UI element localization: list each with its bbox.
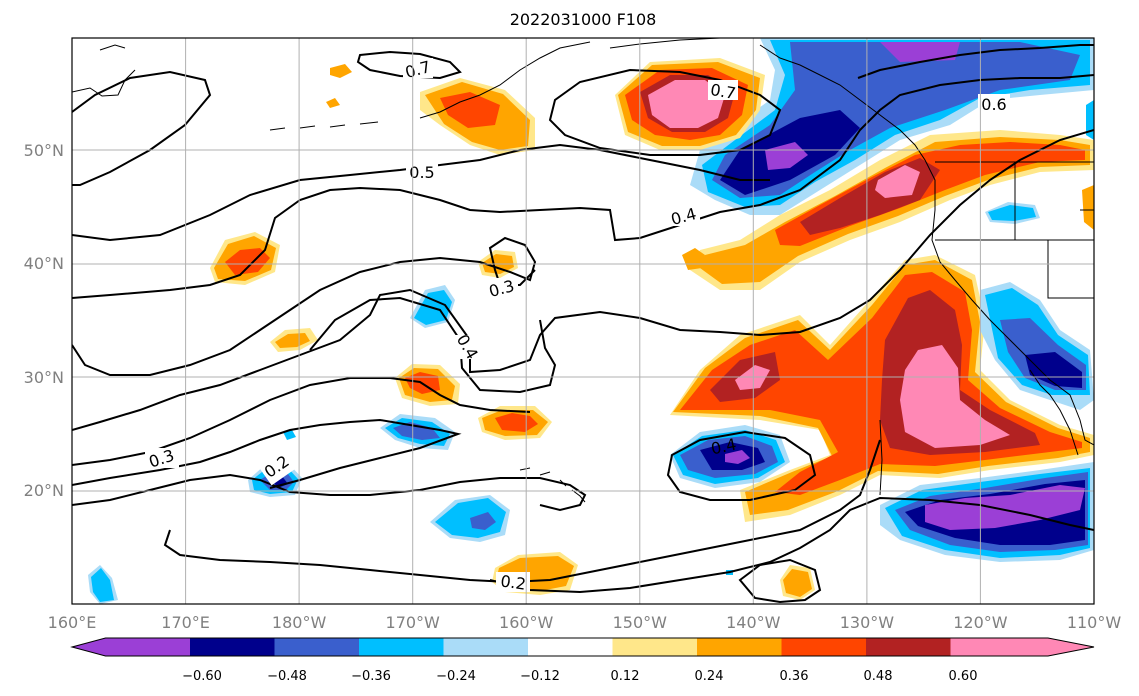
contour-label-bg [406, 162, 438, 182]
colorbar-tick-label: 0.24 [695, 669, 724, 684]
contour-label: 0.4 [709, 435, 738, 459]
colorbar-tick-label: 0.36 [780, 669, 809, 684]
colorbar-tick-label: −0.12 [520, 669, 560, 684]
y-axis-labels: 20°N 30°N 40°N 50°N [24, 141, 64, 500]
contour-label: 0.6 [981, 95, 1006, 114]
x-tick-label: 140°W [726, 613, 781, 632]
colorbar-tick-label: −0.60 [182, 669, 222, 684]
x-tick-label: 170°W [386, 613, 441, 632]
contour-label-bg [452, 335, 482, 359]
plot-frame [71, 37, 1095, 605]
colorbar-segment [274, 638, 359, 656]
contour-label-bg [496, 572, 530, 592]
map-title: 2022031000 F108 [510, 10, 657, 29]
colorbar-segment [190, 638, 275, 656]
x-tick-label: 160°E [48, 613, 97, 632]
colorbar-extend-low [72, 638, 106, 656]
x-tick-label: 160°W [499, 613, 554, 632]
contour-label-bg [486, 278, 518, 298]
contour-label-bg [708, 80, 738, 100]
colorbar [70, 637, 1095, 657]
x-tick-label: 150°W [613, 613, 668, 632]
x-tick-label: 130°W [840, 613, 895, 632]
colorbar-segment [359, 638, 444, 656]
x-axis-labels: 160°E 170°E 180°W 170°W 160°W 150°W 140°… [48, 613, 1122, 632]
y-tick-label: 20°N [24, 481, 64, 500]
shade-negative-southeast [880, 462, 1094, 562]
shade-negative-baja [980, 282, 1094, 410]
contour-label-bg [257, 448, 297, 486]
contour-label-bg [978, 94, 1010, 114]
x-tick-label: 120°W [953, 613, 1008, 632]
shade-positive-aleutian [420, 78, 535, 155]
shade-negative-23n-140w [670, 425, 790, 488]
anomaly-field [88, 38, 1094, 604]
y-tick-label: 30°N [24, 368, 64, 387]
x-tick-label: 180°W [272, 613, 327, 632]
colorbar-segment [866, 638, 951, 656]
colorbar-outline [70, 637, 1095, 657]
colorbar-labels: −0.60 −0.48 −0.36 −0.24 −0.12 0.12 0.24 … [182, 669, 977, 684]
colorbar-extend-high [950, 638, 1094, 656]
colorbar-tick-label: 0.12 [611, 669, 640, 684]
x-tick-label: 170°E [161, 613, 210, 632]
colorbar-segment [528, 638, 613, 656]
colorbar-tick-label: 0.48 [864, 669, 893, 684]
contour-label-bg [403, 58, 433, 78]
coastlines [72, 38, 1094, 503]
contour-label: 0.2 [499, 571, 527, 593]
colorbar-segment [781, 638, 866, 656]
colorbar-segment [612, 638, 697, 656]
gridlines [72, 38, 1094, 604]
colorbar-segment [105, 638, 190, 656]
colorbar-tick-label: −0.36 [351, 669, 391, 684]
contour-label: 0.5 [409, 163, 434, 182]
colorbar-tick-label: −0.24 [436, 669, 476, 684]
contour-label: 0.7 [709, 80, 737, 103]
shade-negative-gulf-alaska [690, 38, 1094, 215]
y-tick-label: 50°N [24, 141, 64, 160]
colorbar-segment [443, 638, 528, 656]
colorbar-segment [697, 638, 782, 656]
shade-positive-subtropical [670, 255, 1094, 522]
contour-label-bg [668, 206, 700, 226]
y-tick-label: 40°N [24, 254, 64, 273]
x-tick-label: 110°W [1067, 613, 1122, 632]
colorbar-tick-label: 0.60 [949, 669, 978, 684]
colorbar-tick-label: −0.48 [267, 669, 307, 684]
contour-label-bg [145, 448, 179, 468]
